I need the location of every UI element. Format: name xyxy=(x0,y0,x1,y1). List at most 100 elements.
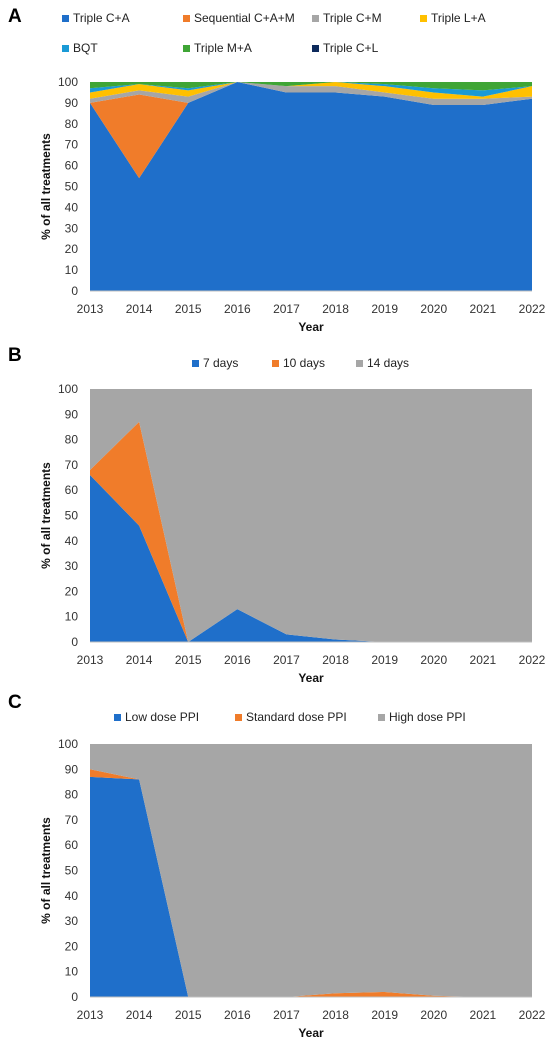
chart-panel-c: C Low dose PPI Standard dose PPI High dose … xyxy=(8,692,546,1040)
x-axis-title: Year xyxy=(298,1026,324,1040)
legend-label: Triple L+A xyxy=(431,11,486,25)
panel-letter: C xyxy=(8,692,22,713)
legend-label: Triple M+A xyxy=(194,41,252,55)
legend-swatch xyxy=(312,15,319,22)
y-tick-label: 100 xyxy=(58,75,78,89)
x-tick-label: 2014 xyxy=(126,302,153,316)
y-tick-label: 10 xyxy=(65,965,79,979)
legend-swatch xyxy=(62,15,69,22)
legend-swatch xyxy=(356,360,363,367)
legend-swatch xyxy=(378,714,385,721)
x-tick-label: 2016 xyxy=(224,653,251,667)
x-tick-label: 2016 xyxy=(224,1008,251,1022)
y-tick-label: 20 xyxy=(65,584,79,598)
y-tick-label: 60 xyxy=(65,483,79,497)
legend-label: Low dose PPI xyxy=(125,710,199,724)
y-tick-label: 90 xyxy=(65,407,79,421)
legend-swatch xyxy=(183,45,190,52)
legend-swatch xyxy=(235,714,242,721)
legend-label: 7 days xyxy=(203,356,238,370)
y-tick-label: 0 xyxy=(71,284,78,298)
x-tick-label: 2015 xyxy=(175,1008,202,1022)
panel-letter: B xyxy=(8,345,22,366)
y-tick-label: 40 xyxy=(65,534,79,548)
legend-swatch xyxy=(114,714,121,721)
y-tick-label: 20 xyxy=(65,939,79,953)
area-series-high-dose-ppi xyxy=(90,744,532,997)
legend-swatch xyxy=(62,45,69,52)
legend-label: 10 days xyxy=(283,356,325,370)
y-tick-label: 50 xyxy=(65,180,79,194)
legend-label: 14 days xyxy=(367,356,409,370)
x-tick-label: 2015 xyxy=(175,302,202,316)
x-tick-label: 2017 xyxy=(273,1008,300,1022)
y-tick-label: 100 xyxy=(58,382,78,396)
y-tick-label: 60 xyxy=(65,159,79,173)
y-tick-label: 100 xyxy=(58,737,78,751)
x-tick-label: 2021 xyxy=(470,302,497,316)
x-tick-label: 2019 xyxy=(371,302,398,316)
legend-swatch xyxy=(420,15,427,22)
x-tick-label: 2022 xyxy=(519,302,546,316)
y-tick-label: 90 xyxy=(65,762,79,776)
x-tick-label: 2014 xyxy=(126,1008,153,1022)
x-tick-label: 2018 xyxy=(322,302,349,316)
panel-letter: A xyxy=(8,6,22,27)
y-tick-label: 70 xyxy=(65,813,79,827)
chart-panel-a: A Triple C+A Sequential C+A+M Triple C+M Tri… xyxy=(8,6,546,334)
y-tick-label: 40 xyxy=(65,200,79,214)
x-tick-label: 2020 xyxy=(420,653,447,667)
legend-swatch xyxy=(192,360,199,367)
x-tick-label: 2017 xyxy=(273,653,300,667)
y-tick-label: 80 xyxy=(65,433,79,447)
x-tick-label: 2014 xyxy=(126,653,153,667)
x-tick-label: 2013 xyxy=(77,1008,104,1022)
x-tick-label: 2017 xyxy=(273,302,300,316)
x-tick-label: 2016 xyxy=(224,302,251,316)
y-tick-label: 10 xyxy=(65,263,79,277)
x-tick-label: 2021 xyxy=(470,1008,497,1022)
area-series-sequential-c-a-m xyxy=(90,82,532,179)
legend-label: High dose PPI xyxy=(389,710,466,724)
legend-label: Triple C+A xyxy=(73,11,130,25)
y-tick-label: 50 xyxy=(65,509,79,523)
y-tick-label: 80 xyxy=(65,788,79,802)
x-tick-label: 2020 xyxy=(420,1008,447,1022)
y-tick-label: 90 xyxy=(65,96,79,110)
legend-swatch xyxy=(272,360,279,367)
y-tick-label: 40 xyxy=(65,889,79,903)
y-tick-label: 80 xyxy=(65,117,79,131)
legend-label: BQT xyxy=(73,41,98,55)
y-tick-label: 0 xyxy=(71,635,78,649)
y-tick-label: 0 xyxy=(71,990,78,1004)
y-tick-label: 20 xyxy=(65,242,79,256)
y-tick-label: 30 xyxy=(65,559,79,573)
y-tick-label: 30 xyxy=(65,221,79,235)
area-series-triple-c-a xyxy=(90,82,532,291)
legend-label: Triple C+L xyxy=(323,41,379,55)
area-series-low-dose-ppi xyxy=(90,776,532,997)
x-tick-label: 2022 xyxy=(519,1008,546,1022)
x-tick-label: 2019 xyxy=(371,1008,398,1022)
x-tick-label: 2018 xyxy=(322,653,349,667)
x-tick-label: 2013 xyxy=(77,302,104,316)
area-series-triple-m-a xyxy=(90,82,532,91)
y-tick-label: 70 xyxy=(65,458,79,472)
x-axis-title: Year xyxy=(298,320,324,334)
area-series-bqt xyxy=(90,82,532,97)
y-tick-label: 60 xyxy=(65,838,79,852)
legend-label: Triple C+M xyxy=(323,11,382,25)
area-series-10-days xyxy=(90,421,532,642)
x-tick-label: 2018 xyxy=(322,1008,349,1022)
x-tick-label: 2013 xyxy=(77,653,104,667)
area-series-7-days xyxy=(90,475,532,642)
x-tick-label: 2019 xyxy=(371,653,398,667)
y-tick-label: 70 xyxy=(65,138,79,152)
area-series-triple-c-m xyxy=(90,82,532,105)
x-tick-label: 2021 xyxy=(470,653,497,667)
x-axis-title: Year xyxy=(298,671,324,685)
x-tick-label: 2015 xyxy=(175,653,202,667)
y-tick-label: 10 xyxy=(65,610,79,624)
area-series-triple-l-a xyxy=(90,82,532,99)
